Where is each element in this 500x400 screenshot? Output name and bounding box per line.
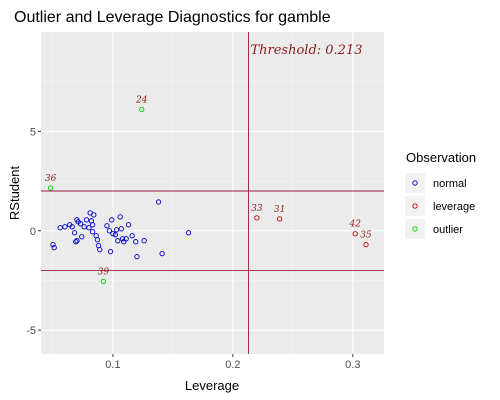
- y-tick-label: -5: [26, 325, 36, 337]
- outlier-point: [100, 278, 107, 285]
- legend-marker-leverage: [412, 203, 418, 209]
- leverage-point: [254, 215, 260, 221]
- point-label: 35: [360, 231, 372, 241]
- normal-point: [77, 221, 84, 227]
- legend-key-outlier: [405, 219, 425, 239]
- y-tick-label: 5: [30, 126, 36, 138]
- normal-point: [119, 236, 126, 242]
- normal-point: [86, 225, 92, 231]
- point-label: 36: [45, 174, 57, 184]
- threshold-label: Threshold: 0.213: [250, 43, 362, 58]
- point-label: 31: [274, 205, 285, 215]
- y-axis-title: RStudent: [7, 166, 22, 221]
- normal-point: [104, 223, 110, 229]
- normal-point: [118, 226, 125, 232]
- normal-point: [89, 222, 96, 228]
- data-points: [47, 106, 369, 285]
- normal-point: [125, 222, 132, 228]
- legend-label-normal: normal: [433, 178, 467, 190]
- normal-point: [94, 237, 101, 243]
- normal-point: [123, 236, 129, 242]
- normal-point: [110, 231, 116, 237]
- normal-point: [79, 234, 85, 240]
- legend-marker-outlier: [412, 226, 418, 232]
- leverage-point: [277, 216, 283, 222]
- normal-point: [113, 227, 120, 233]
- normal-point: [81, 224, 87, 230]
- normal-point: [129, 233, 135, 239]
- normal-point: [50, 242, 56, 248]
- normal-point: [89, 229, 96, 235]
- normal-point: [69, 224, 75, 230]
- outlier-point: [139, 106, 145, 113]
- point-label: 42: [348, 220, 361, 230]
- minor-gridlines: [41, 32, 384, 354]
- legend-label-outlier: outlier: [433, 224, 463, 236]
- normal-point: [106, 228, 113, 234]
- major-gridlines: [41, 32, 384, 354]
- legend: Observation normal leverage outlier: [405, 150, 476, 239]
- outlier-point: [47, 185, 54, 191]
- point-label: 33: [251, 204, 263, 214]
- normal-point: [51, 245, 57, 251]
- normal-point: [71, 230, 78, 236]
- normal-point: [134, 253, 140, 260]
- legend-title: Observation: [406, 150, 476, 165]
- x-axis-title: Leverage: [185, 378, 239, 393]
- normal-point: [74, 238, 80, 244]
- leverage-point: [363, 242, 369, 248]
- point-label: 24: [135, 96, 148, 106]
- reference-lines: Threshold: 0.213: [41, 32, 384, 354]
- normal-point: [73, 239, 79, 245]
- legend-marker-normal: [412, 180, 418, 186]
- x-tick-label: 0.1: [105, 359, 120, 371]
- point-label: 39: [98, 267, 110, 277]
- normal-point: [185, 230, 192, 236]
- x-tick-label: 0.2: [225, 359, 240, 371]
- normal-point: [115, 238, 121, 244]
- chart-title: Outlier and Leverage Diagnostics for gam…: [14, 9, 331, 26]
- normal-point: [83, 217, 90, 223]
- y-axis-ticks: -5 0 5: [26, 126, 41, 337]
- normal-point: [117, 214, 123, 220]
- plot-panel: [41, 32, 384, 354]
- legend-label-leverage: leverage: [433, 201, 475, 213]
- leverage-point: [352, 231, 358, 237]
- legend-key-normal: [405, 173, 425, 193]
- normal-point: [62, 224, 68, 230]
- normal-point: [109, 217, 115, 223]
- normal-point: [141, 238, 147, 244]
- x-tick-label: 0.3: [345, 359, 360, 371]
- normal-point: [159, 250, 165, 257]
- normal-point: [97, 246, 103, 253]
- normal-point: [107, 248, 114, 255]
- normal-point: [91, 212, 97, 218]
- normal-point: [57, 225, 63, 231]
- normal-point: [112, 232, 119, 238]
- legend-key-leverage: [405, 196, 425, 216]
- x-axis-ticks: 0.1 0.2 0.3: [105, 354, 360, 371]
- normal-point: [133, 239, 139, 245]
- y-tick-label: 0: [30, 226, 36, 238]
- normal-point: [155, 199, 162, 205]
